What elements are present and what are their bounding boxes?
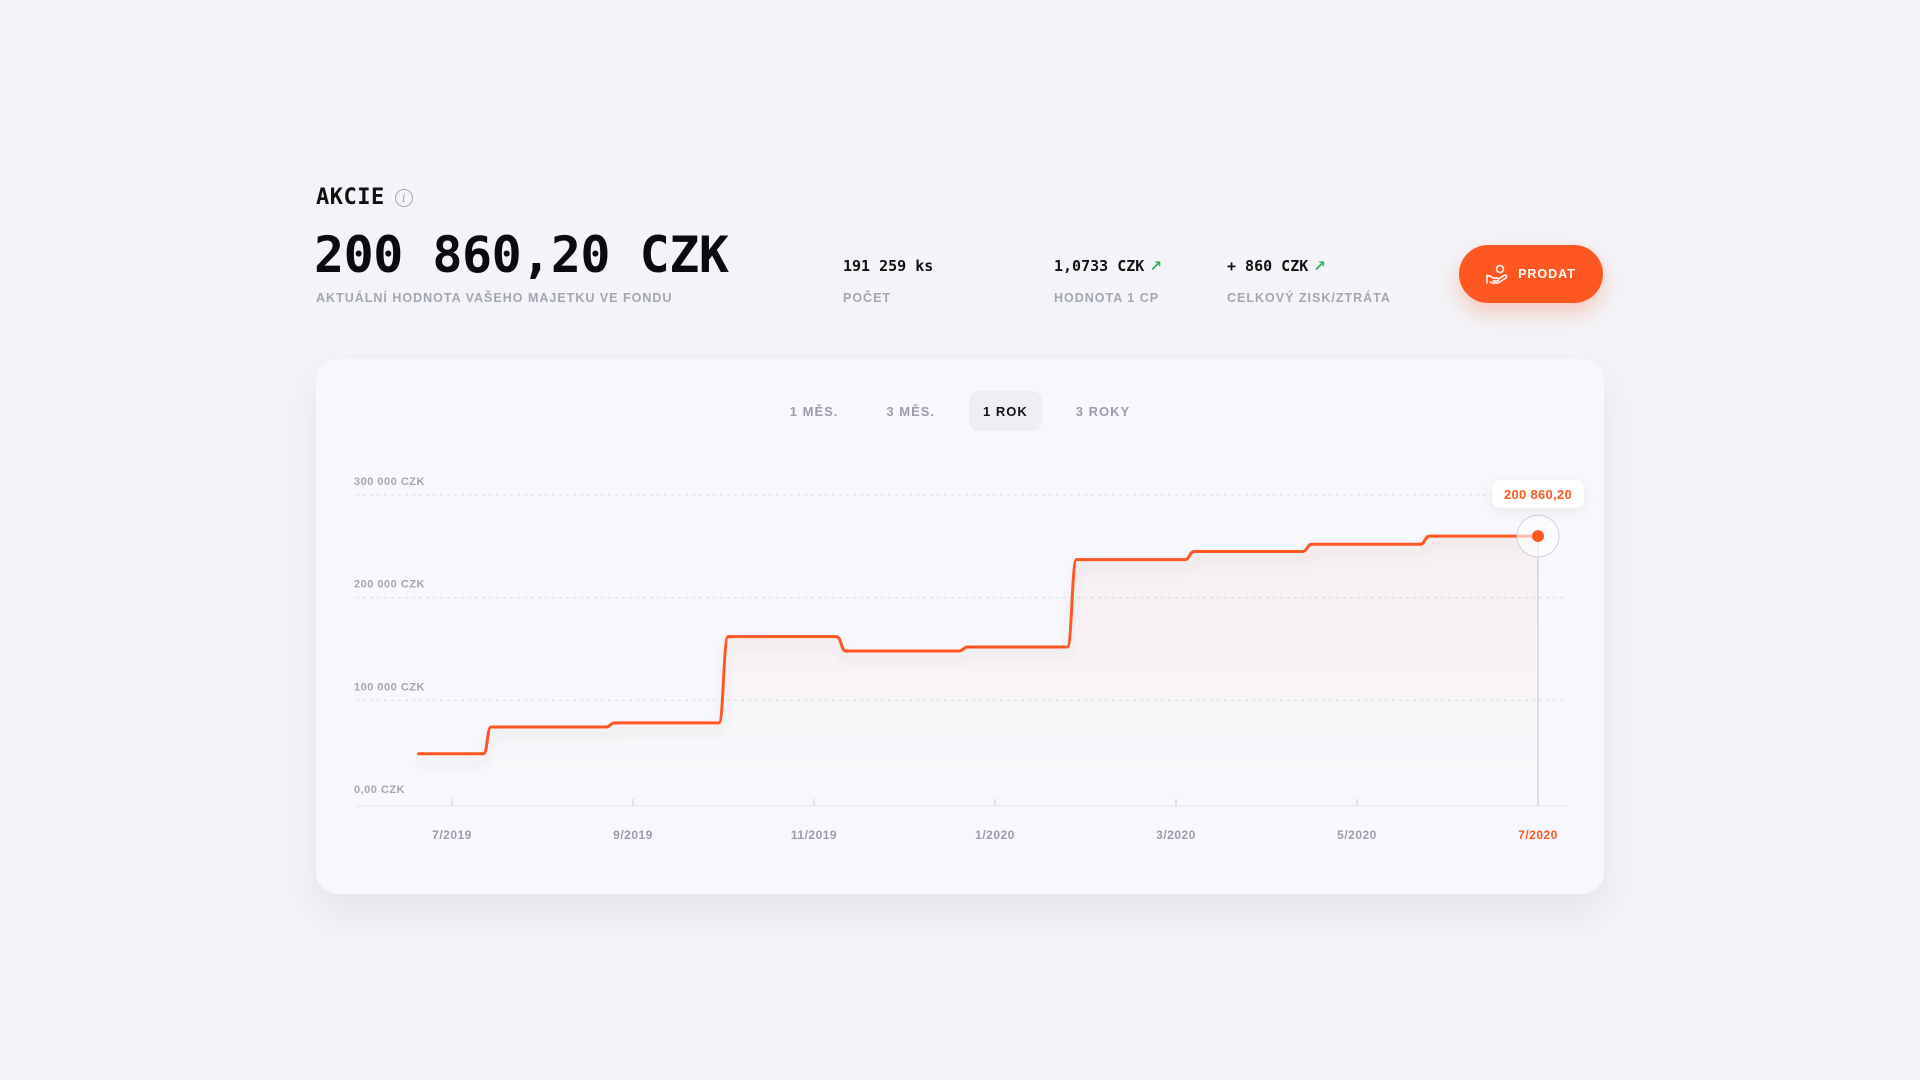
- stat-count: 191 259 ks POČET: [843, 256, 933, 305]
- y-tick-label: 0,00 CZK: [354, 784, 405, 796]
- tab-1-year[interactable]: 1 ROK: [969, 391, 1042, 431]
- stat-unit-value-value: 1,0733 CZK: [1054, 257, 1145, 275]
- trend-up-arrow-icon: ↗: [1313, 257, 1326, 275]
- hand-coin-icon: [1486, 264, 1508, 284]
- tab-3-years[interactable]: 3 ROKY: [1075, 403, 1131, 419]
- y-tick-label: 100 000 CZK: [354, 681, 425, 693]
- stat-profit-value: + 860 CZK: [1227, 257, 1309, 275]
- stat-unit-value-caption: HODNOTA 1 CP: [1054, 291, 1160, 305]
- tab-1-month[interactable]: 1 MĚS.: [789, 403, 839, 419]
- fund-title: AKCIE: [316, 185, 385, 210]
- trend-up-arrow-icon: ↗: [1149, 257, 1162, 275]
- portfolio-value: 200 860,20 CZK: [314, 226, 729, 284]
- y-tick-label: 300 000 CZK: [354, 476, 425, 488]
- sell-button-label: PRODAT: [1518, 267, 1576, 281]
- x-tick-label: 9/2019: [613, 828, 653, 842]
- y-tick-label: 200 000 CZK: [354, 579, 425, 591]
- chart-card: 1 MĚS. 3 MĚS. 1 ROK 3 ROKY 0,00 CZK 100 0…: [316, 359, 1604, 894]
- x-tick-label: 11/2019: [791, 828, 837, 842]
- stat-count-value: 191 259 ks: [843, 257, 934, 275]
- value-chart: 0,00 CZK 100 000 CZK 200 000 CZK 300 000 CZ…: [354, 476, 1584, 842]
- stat-unit-value: 1,0733 CZK ↗ HODNOTA 1 CP: [1054, 256, 1162, 305]
- highlight-tooltip: [1492, 480, 1584, 509]
- fund-header: AKCIE i: [316, 185, 413, 210]
- tab-3-months[interactable]: 3 MĚS.: [886, 403, 936, 419]
- highlight-tooltip-value: 200 860,20: [1504, 487, 1572, 502]
- stat-profit: + 860 CZK ↗ CELKOVÝ ZISK/ZTRÁTA: [1227, 256, 1391, 305]
- series-line: [417, 534, 1540, 756]
- period-tabs: 1 MĚS. 3 MĚS. 1 ROK 3 ROKY: [316, 391, 1604, 431]
- x-tick-label: 1/2020: [975, 828, 1015, 842]
- x-tick-label: 3/2020: [1156, 828, 1196, 842]
- portfolio-value-caption: AKTUÁLNÍ HODNOTA VAŠEHO MAJETKU VE FONDU: [316, 291, 673, 305]
- x-tick-label: 5/2020: [1337, 828, 1377, 842]
- x-tick-label: 7/2019: [432, 828, 472, 842]
- stat-count-caption: POČET: [843, 291, 892, 305]
- highlight-point[interactable]: [1532, 530, 1544, 543]
- info-icon[interactable]: i: [394, 188, 413, 207]
- series-area: [418, 536, 1538, 803]
- stat-profit-caption: CELKOVÝ ZISK/ZTRÁTA: [1227, 291, 1391, 305]
- x-tick-label: 7/2020: [1518, 828, 1558, 842]
- sell-button[interactable]: PRODAT: [1459, 245, 1603, 303]
